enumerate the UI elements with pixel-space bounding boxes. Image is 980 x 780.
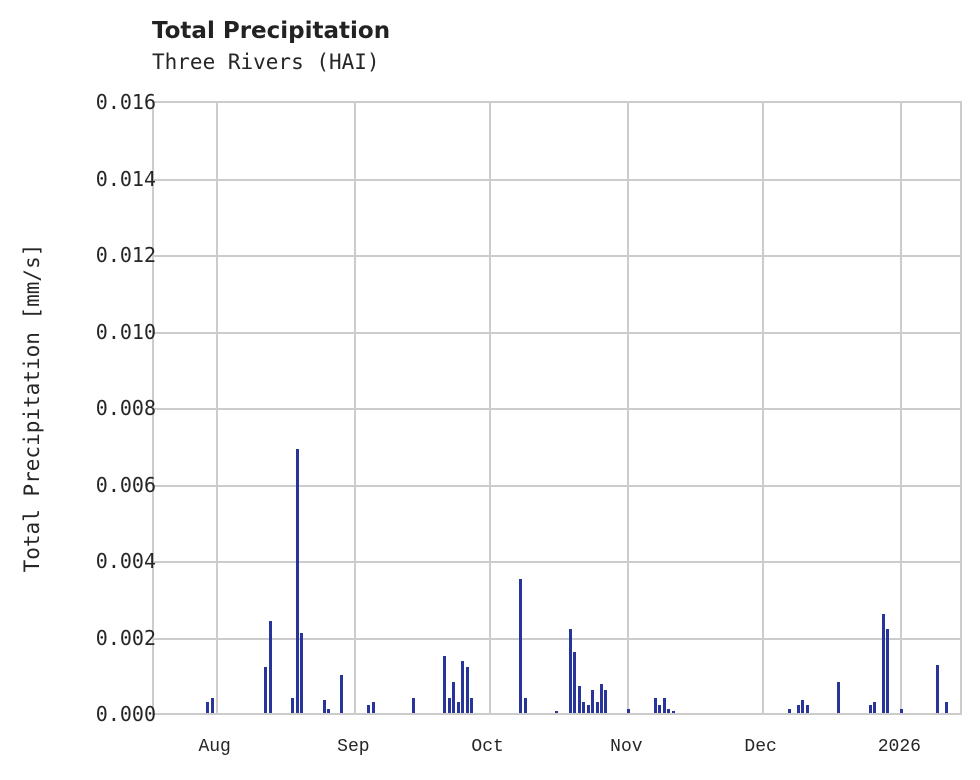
precipitation-bar: [327, 709, 331, 713]
precipitation-bar: [412, 697, 416, 713]
precipitation-bar: [671, 711, 675, 713]
precipitation-bar: [796, 705, 800, 713]
precipitation-bar: [586, 705, 590, 713]
precipitation-bar: [626, 709, 630, 713]
precipitation-bar: [519, 579, 523, 713]
precipitation-bar: [653, 697, 657, 713]
x-tick-label: 2026: [877, 737, 921, 757]
precipitation-bar: [886, 628, 890, 713]
plot-area: [152, 101, 962, 715]
precipitation-bar: [371, 702, 375, 713]
precipitation-bar: [568, 628, 572, 713]
y-axis-label: Total Precipitation [mm/s]: [20, 243, 44, 573]
gridline-horizontal: [154, 178, 960, 181]
precipitation-bar: [801, 699, 805, 713]
precipitation-bar: [582, 701, 586, 713]
precipitation-bar: [935, 665, 939, 713]
gridline-vertical: [761, 103, 764, 713]
x-tick-label: Nov: [610, 737, 643, 757]
precipitation-bar: [268, 621, 272, 713]
precipitation-bar: [340, 674, 344, 713]
gridline-horizontal: [154, 408, 960, 410]
precipitation-bar: [595, 701, 599, 713]
x-tick-label: Oct: [471, 737, 504, 757]
precipitation-bar: [367, 705, 371, 713]
precipitation-bar: [555, 711, 559, 713]
y-tick-label: 0.016: [95, 90, 156, 114]
y-tick-label: 0.010: [95, 319, 156, 344]
precipitation-bar: [881, 613, 885, 713]
y-tick-label: 0.014: [95, 166, 156, 191]
precipitation-bar: [577, 686, 581, 713]
gridline-horizontal: [154, 484, 960, 487]
precipitation-bar: [805, 705, 809, 713]
chart-title: Total Precipitation: [152, 18, 391, 44]
y-tick-label: 0.008: [95, 396, 156, 420]
precipitation-bar: [899, 709, 903, 713]
precipitation-bar: [210, 697, 214, 713]
precipitation-bar: [322, 699, 326, 713]
precipitation-bar: [465, 667, 469, 713]
precipitation-bar: [667, 709, 671, 713]
x-tick-label: Aug: [198, 737, 231, 757]
gridline-vertical: [354, 103, 357, 713]
gridline-horizontal: [154, 637, 960, 640]
precipitation-bar: [470, 697, 474, 713]
precipitation-bar: [944, 702, 948, 713]
precipitation-bar: [447, 697, 451, 713]
precipitation-bar: [456, 701, 460, 713]
precipitation-bar: [206, 701, 210, 713]
precipitation-bar: [872, 702, 876, 713]
precipitation-bar: [662, 697, 666, 713]
y-tick-label: 0.002: [95, 625, 156, 650]
y-tick-label: 0.000: [95, 702, 156, 726]
precipitation-bar: [600, 684, 603, 713]
gridline-horizontal: [154, 331, 960, 334]
gridline-vertical: [215, 103, 218, 713]
gridline-vertical: [488, 103, 491, 713]
y-tick-label: 0.012: [95, 243, 156, 267]
precipitation-bar: [300, 632, 304, 713]
precipitation-bar: [523, 697, 527, 713]
precipitation-bar: [452, 682, 456, 713]
precipitation-bar: [443, 655, 447, 713]
x-tick-label: Dec: [744, 737, 777, 757]
precipitation-bar: [837, 682, 841, 713]
precipitation-bar: [295, 449, 299, 713]
y-tick-label: 0.004: [95, 549, 156, 573]
precipitation-bar: [461, 661, 465, 713]
gridline-vertical: [627, 103, 630, 713]
precipitation-bar: [868, 705, 872, 713]
precipitation-bar: [787, 709, 791, 713]
precipitation-bar: [604, 690, 608, 713]
precipitation-bar: [573, 651, 577, 713]
chart-subtitle: Three Rivers (HAI): [152, 50, 380, 74]
gridline-horizontal: [154, 255, 960, 257]
y-tick-label: 0.006: [95, 472, 156, 497]
precipitation-bar: [264, 667, 268, 713]
precipitation-bar: [658, 705, 662, 713]
precipitation-bar: [291, 697, 295, 713]
gridline-horizontal: [154, 561, 960, 563]
gridline-vertical: [900, 103, 903, 713]
x-tick-label: Sep: [337, 737, 370, 757]
precipitation-bar: [591, 690, 595, 713]
